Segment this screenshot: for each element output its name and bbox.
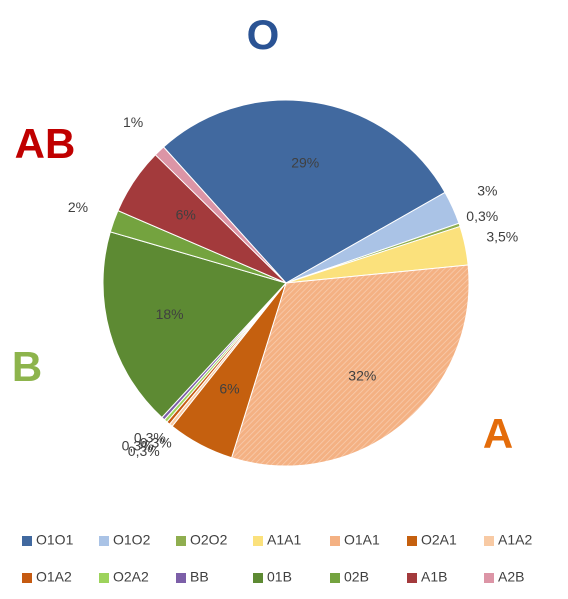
- legend-label: O2A1: [421, 532, 457, 548]
- data-label: 18%: [156, 306, 184, 322]
- pie-slice: [154, 146, 287, 284]
- legend-swatch: [484, 573, 494, 583]
- data-label: 1%: [123, 114, 143, 130]
- legend-swatch: [330, 573, 340, 583]
- legend-swatch: [253, 536, 263, 546]
- legend-label: O2A2: [113, 569, 149, 585]
- legend-swatch: [99, 573, 109, 583]
- legend-label: BB: [190, 569, 209, 585]
- data-label: 0,3%: [140, 435, 172, 451]
- legend-swatch: [484, 536, 494, 546]
- group-label: A: [483, 410, 513, 457]
- legend-label: A1B: [421, 569, 447, 585]
- legend-label: A1A1: [267, 532, 301, 548]
- legend-label: O1O2: [113, 532, 151, 548]
- legend-label: O2O2: [190, 532, 228, 548]
- pie-slice: [102, 231, 287, 419]
- group-label: AB: [15, 120, 76, 167]
- legend-swatch: [330, 536, 340, 546]
- legend-label: A1A2: [498, 532, 532, 548]
- legend-swatch: [99, 536, 109, 546]
- legend-swatch: [407, 573, 417, 583]
- data-label: 32%: [348, 367, 376, 383]
- legend-swatch: [176, 536, 186, 546]
- data-label: 29%: [291, 154, 319, 170]
- data-label: 0,3%: [128, 443, 160, 459]
- group-label: B: [12, 343, 42, 390]
- data-label: 0,3%: [134, 430, 166, 446]
- legend-swatch: [176, 573, 186, 583]
- data-label: 2%: [68, 199, 88, 215]
- legend-label: O1A2: [36, 569, 72, 585]
- legend-swatch: [22, 536, 32, 546]
- legend-label: 01B: [267, 569, 292, 585]
- data-label: 0,3%: [122, 437, 154, 453]
- data-label: 6%: [219, 380, 239, 396]
- legend-swatch: [407, 536, 417, 546]
- data-label: 6%: [176, 206, 196, 222]
- slice-hatch: [231, 264, 469, 466]
- legend-label: 02B: [344, 569, 369, 585]
- data-label: 3,5%: [486, 228, 518, 244]
- data-label: 3%: [477, 183, 497, 199]
- pie-slice: [162, 99, 446, 284]
- legend-label: O1O1: [36, 532, 74, 548]
- legend-swatch: [22, 573, 32, 583]
- legend-label: A2B: [498, 569, 524, 585]
- data-label: 0,3%: [466, 208, 498, 224]
- legend-swatch: [253, 573, 263, 583]
- legend-label: O1A1: [344, 532, 380, 548]
- group-label: O: [247, 11, 280, 58]
